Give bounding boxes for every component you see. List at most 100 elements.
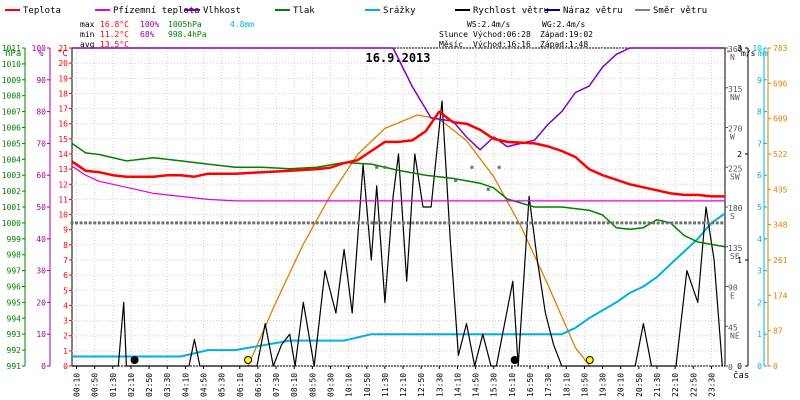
direction-point [206, 221, 210, 225]
direction-point [692, 221, 696, 225]
humidity-tick-label: 50 [36, 203, 46, 212]
direction-point [543, 221, 547, 225]
direction-point [288, 221, 292, 225]
direction-point [247, 221, 251, 225]
direction-point [574, 221, 578, 225]
x-tick-label: 02:50 [145, 373, 154, 397]
direction-point [597, 221, 601, 225]
direction-point [570, 221, 574, 225]
temperature-tick-label: 8 [63, 241, 68, 250]
temperature-tick-label: 1 [63, 347, 68, 356]
direction-point [479, 221, 483, 225]
direction-cardinal-label: NW [730, 93, 740, 102]
direction-point [97, 221, 101, 225]
direction-point [711, 221, 715, 225]
temperature-unit: °C [57, 49, 68, 59]
x-tick-label: 20:50 [635, 373, 644, 397]
direction-point [465, 221, 469, 225]
direction-tick-label: 180 [728, 204, 743, 213]
rain-tick-label: 4 [757, 235, 762, 244]
direction-point [238, 221, 242, 225]
direction-point [665, 221, 669, 225]
temperature-tick-label: 3 [63, 317, 68, 326]
direction-point [670, 221, 674, 225]
direction-point [302, 221, 306, 225]
x-axis-label: čas [733, 370, 749, 381]
humidity-unit: % [38, 49, 44, 59]
grid [71, 47, 726, 367]
stat-pressure: 1005hPa [168, 20, 202, 29]
stat-humidity: 68% [140, 30, 155, 39]
direction-point [533, 221, 537, 225]
temperature-tick-label: 15 [58, 135, 68, 144]
x-tick-label: 14:50 [472, 373, 481, 397]
rain-tick-label: 9 [757, 76, 762, 85]
x-tick-label: 12:10 [399, 373, 408, 397]
direction-point [383, 165, 387, 169]
direction-point [661, 221, 665, 225]
direction-cardinal-label: SW [730, 172, 740, 181]
direction-point [638, 221, 642, 225]
sunrise-marker [244, 356, 253, 364]
direction-point [252, 221, 256, 225]
temperature-tick-label: 12 [58, 180, 68, 189]
direction-point [697, 221, 701, 225]
direction-tick-label: 45 [728, 323, 738, 332]
solar-tick-label: 522 [773, 150, 788, 159]
humidity-tick-label: 40 [36, 235, 46, 244]
legend-label: Tlak [293, 6, 315, 16]
x-tick-label: 18:10 [562, 373, 571, 397]
temperature-tick-label: 13 [58, 165, 68, 174]
direction-point [375, 165, 379, 169]
direction-cardinal-label: S [730, 212, 735, 221]
sun-label: Slunce [439, 30, 468, 39]
legend-label: Teplota [23, 6, 61, 16]
rain-tick-label: 1 [757, 330, 762, 339]
pressure-tick-label: 1003 [2, 171, 21, 180]
direction-point [620, 221, 624, 225]
direction-point [215, 221, 219, 225]
x-tick-label: 05:30 [218, 373, 227, 397]
humidity-tick-label: 70 [36, 139, 46, 148]
direction-point [502, 221, 506, 225]
direction-point [611, 221, 615, 225]
wind-tick-label: 2 [737, 150, 742, 159]
direction-point [706, 221, 710, 225]
direction-point [652, 221, 656, 225]
direction-point [120, 221, 124, 225]
sunset-info: Západ:19:02 [540, 30, 593, 39]
x-tick-label: 06:10 [236, 373, 245, 397]
direction-point [615, 221, 619, 225]
direction-point [393, 221, 397, 225]
direction-point [593, 221, 597, 225]
direction-point [656, 221, 660, 225]
pressure-tick-label: 999 [7, 235, 22, 244]
direction-point [461, 221, 465, 225]
direction-point [561, 221, 565, 225]
direction-tick-label: 0 [728, 363, 733, 372]
direction-point [265, 221, 269, 225]
direction-point [320, 221, 324, 225]
direction-point [688, 221, 692, 225]
direction-point [506, 221, 510, 225]
stat-pressure: 998.4hPa [168, 30, 207, 39]
wind-speed-info: WS:2.4m/s [467, 20, 511, 29]
direction-point [406, 221, 410, 225]
direction-point [165, 221, 169, 225]
x-tick-label: 08:50 [308, 373, 317, 397]
x-tick-label: 15:30 [490, 373, 499, 397]
pressure-tick-label: 996 [7, 283, 22, 292]
legend-label: Vlhkost [203, 6, 241, 16]
direction-point [125, 221, 129, 225]
direction-point [683, 221, 687, 225]
direction-point [397, 221, 401, 225]
x-tick-label: 19:30 [599, 373, 608, 397]
direction-point [175, 221, 179, 225]
x-tick-label: 10:10 [345, 373, 354, 397]
direction-point [411, 221, 415, 225]
direction-point [297, 221, 301, 225]
direction-point [102, 221, 106, 225]
x-tick-label: 16:50 [526, 373, 535, 397]
humidity-tick-label: 60 [36, 171, 46, 180]
wind-tick-label: 0 [737, 362, 742, 371]
